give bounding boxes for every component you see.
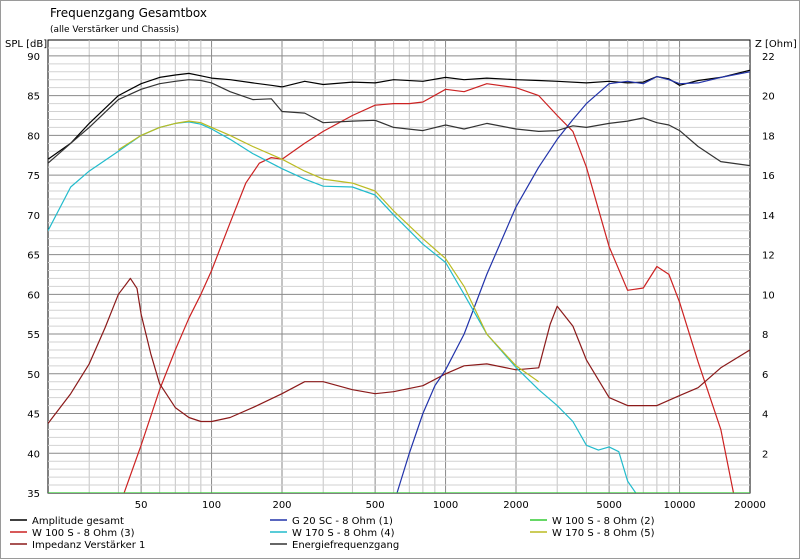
x-tick-label: 2000 xyxy=(503,500,528,511)
legend-label: Impedanz Verstärker 1 xyxy=(32,540,145,551)
legend-label: Energiefrequenzgang xyxy=(292,540,399,551)
chart-subtitle: (alle Verstärker und Chassis) xyxy=(50,25,179,35)
chart-title: Frequenzgang Gesamtbox xyxy=(50,6,207,20)
x-tick-label: 50 xyxy=(135,500,148,511)
y2-tick-label: 18 xyxy=(762,131,775,142)
legend-label: W 100 S - 8 Ohm (3) xyxy=(32,528,135,539)
y2-tick-label: 22 xyxy=(762,52,775,63)
y2-tick-label: 4 xyxy=(762,410,768,421)
y-tick-label: 40 xyxy=(27,449,40,460)
y2-tick-label: 8 xyxy=(762,330,768,341)
y2-tick-label: 14 xyxy=(762,211,775,222)
series-line-8 xyxy=(48,79,750,167)
y-tick-label: 60 xyxy=(27,290,40,301)
series-line-4 xyxy=(396,71,750,493)
series-line-2 xyxy=(123,83,735,493)
legend: Amplitude gesamt G 20 SC - 8 Ohm (1) W 100… xyxy=(10,516,655,551)
x-tick-label: 5000 xyxy=(596,500,621,511)
y-axis-label: SPL [dB] xyxy=(5,39,47,50)
y2-tick-label: 20 xyxy=(762,92,775,103)
y-tick-label: 85 xyxy=(27,92,40,103)
legend-label: Amplitude gesamt xyxy=(32,516,124,527)
legend-label: W 100 S - 8 Ohm (2) xyxy=(552,516,655,527)
y-tick-label: 65 xyxy=(27,251,40,262)
y-tick-label: 50 xyxy=(27,370,40,381)
y-tick-label: 55 xyxy=(27,330,40,341)
x-tick-label: 10000 xyxy=(664,500,696,511)
plot-area xyxy=(47,39,751,494)
legend-label: G 20 SC - 8 Ohm (1) xyxy=(292,516,393,527)
y-tick-label: 45 xyxy=(27,410,40,421)
series-line-3 xyxy=(48,277,750,424)
y-tick-label: 80 xyxy=(27,131,40,142)
tick-labels: 50 100 200 500 1000 2000 5000 10000 200003540455… xyxy=(27,52,774,511)
x-tick-label: 100 xyxy=(202,500,221,511)
x-tick-label: 1000 xyxy=(433,500,458,511)
y2-axis-label: Z [Ohm] xyxy=(755,39,797,50)
series-line-1 xyxy=(48,69,750,160)
y-tick-label: 90 xyxy=(27,52,40,63)
y2-tick-label: 12 xyxy=(762,251,775,262)
y-tick-label: 75 xyxy=(27,171,40,182)
series-line-6 xyxy=(118,120,540,383)
legend-label: W 170 S - 8 Ohm (4) xyxy=(292,528,395,539)
y2-tick-label: 2 xyxy=(762,449,768,460)
y2-tick-label: 16 xyxy=(762,171,775,182)
legend-label: W 170 S - 8 Ohm (5) xyxy=(552,528,655,539)
x-tick-label: 500 xyxy=(366,500,385,511)
x-tick-label: 200 xyxy=(272,500,291,511)
y-tick-label: 35 xyxy=(27,489,40,500)
y-tick-label: 70 xyxy=(27,211,40,222)
x-tick-label: 20000 xyxy=(734,500,766,511)
series-lines xyxy=(48,69,750,493)
y2-tick-label: 10 xyxy=(762,290,775,301)
grid xyxy=(48,40,750,493)
y2-tick-label: 6 xyxy=(762,370,768,381)
